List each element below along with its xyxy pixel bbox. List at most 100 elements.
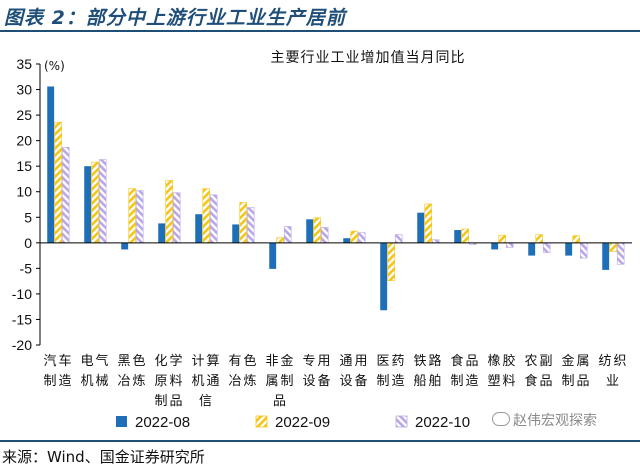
bar-2022-10 xyxy=(542,242,551,253)
x-tick-label: 非金 xyxy=(265,353,295,369)
bar-2022-09 xyxy=(202,188,210,244)
bar-2022-09 xyxy=(535,234,543,244)
x-tick-label: 汽车 xyxy=(43,353,73,369)
bar-2022-10 xyxy=(320,227,329,244)
legend-swatch-2022-08 xyxy=(116,416,127,427)
bar-2022-10 xyxy=(98,159,107,244)
bar-2022-08 xyxy=(195,214,203,243)
bar-2022-10 xyxy=(616,242,625,265)
bar-2022-09 xyxy=(387,242,395,281)
x-tick-label: 设备 xyxy=(302,373,332,389)
x-tick-label: 黑色 xyxy=(117,353,147,369)
y-tick-label: 20 xyxy=(16,133,32,149)
bar-2022-09 xyxy=(572,235,580,244)
legend-swatch-2022-10 xyxy=(395,415,408,428)
bar-2022-09 xyxy=(609,242,617,252)
legend-label-2022-08: 2022-08 xyxy=(135,414,190,431)
y-tick-label: 35 xyxy=(16,56,32,72)
bar-2022-08 xyxy=(528,242,536,256)
bar-2022-10 xyxy=(209,194,218,244)
chart-title: 主要行业工业增加值当月同比 xyxy=(271,50,466,66)
bar-2022-08 xyxy=(306,219,314,243)
x-tick-label: 有色 xyxy=(228,353,258,369)
legend-swatch-2022-09 xyxy=(255,415,268,428)
y-tick-label: -10 xyxy=(12,286,32,302)
x-tick-label: 塑料 xyxy=(487,374,517,389)
wechat-icon xyxy=(492,412,510,426)
x-tick-label: 铁路 xyxy=(413,353,443,369)
watermark: 赵伟宏观探索 xyxy=(492,410,597,430)
bar-2022-10 xyxy=(579,242,588,259)
x-tick-label: 制造 xyxy=(376,374,406,389)
y-axis: -20 -15 -10 -5 0 5 10 15 20 25 30 35 xyxy=(12,56,41,353)
y-axis-unit: (%) xyxy=(44,59,65,73)
y-tick-label: -5 xyxy=(20,260,33,276)
bar-2022-09 xyxy=(350,230,358,244)
bar-2022-08 xyxy=(232,224,240,243)
bar-2022-10 xyxy=(61,146,70,244)
x-tick-label: 品 xyxy=(273,394,288,409)
watermark-text: 赵伟宏观探索 xyxy=(513,413,597,429)
x-tick-label: 纺织 xyxy=(598,354,628,369)
bar-2022-09 xyxy=(91,161,99,244)
x-tick-label: 设备 xyxy=(339,373,369,389)
bar-2022-08 xyxy=(380,242,388,311)
bar-2022-09 xyxy=(498,234,506,244)
x-tick-label: 橡胶 xyxy=(487,353,517,369)
source-footer: 来源：Wind、国金证券研究所 xyxy=(0,440,640,470)
x-tick-label: 制造 xyxy=(450,374,480,389)
x-tick-label: 电气 xyxy=(80,353,110,369)
x-tick-label: 农副 xyxy=(524,354,554,369)
x-tick-label: 船舶 xyxy=(413,373,443,389)
bar-2022-08 xyxy=(565,242,573,256)
y-tick-label: 30 xyxy=(16,82,32,98)
x-tick-label: 机通 xyxy=(191,374,221,389)
x-tick-label: 通用 xyxy=(339,354,369,369)
bar-2022-09 xyxy=(54,121,62,244)
y-tick-label: -15 xyxy=(12,311,32,327)
x-axis-labels: 汽车制造电气机械黑色冶炼化学原料制品计算机通信有色冶炼非金属制品专用设备通用设备… xyxy=(43,353,628,409)
legend: 2022-08 2022-09 2022-10 xyxy=(116,414,470,431)
bar-2022-09 xyxy=(313,217,321,244)
bar-2022-08 xyxy=(121,242,129,250)
x-tick-label: 机械 xyxy=(80,374,110,389)
bar-2022-10 xyxy=(172,192,181,244)
y-tick-label: -20 xyxy=(12,337,32,353)
bar-2022-09 xyxy=(239,202,247,244)
x-tick-label: 冶炼 xyxy=(228,374,258,389)
x-tick-label: 医药 xyxy=(376,354,406,369)
bar-2022-10 xyxy=(246,207,255,244)
bar-2022-08 xyxy=(417,212,425,243)
y-tick-label: 0 xyxy=(24,235,32,251)
x-tick-label: 金属 xyxy=(561,353,591,369)
figure-title: 图表 2：部分中上游行业工业生产居前 xyxy=(4,7,346,29)
legend-label-2022-10: 2022-10 xyxy=(415,414,470,431)
bar-2022-08 xyxy=(158,223,166,243)
x-tick-label: 制造 xyxy=(43,374,73,389)
bar-2022-08 xyxy=(269,242,277,269)
y-tick-label: 15 xyxy=(16,158,32,174)
bar-2022-08 xyxy=(343,238,351,243)
x-tick-label: 计算 xyxy=(191,354,221,369)
x-tick-label: 食品 xyxy=(450,353,480,369)
x-tick-label: 化学 xyxy=(154,353,184,369)
x-tick-label: 冶炼 xyxy=(117,374,147,389)
bar-2022-09 xyxy=(165,180,173,244)
bar-2022-09 xyxy=(276,237,284,244)
x-tick-label: 原料 xyxy=(154,374,184,389)
x-tick-label: 制品 xyxy=(561,374,591,389)
bar-2022-10 xyxy=(135,190,144,244)
bar-2022-08 xyxy=(602,242,610,270)
x-tick-label: 属制 xyxy=(265,374,295,389)
bar-2022-09 xyxy=(128,188,136,244)
bar-2022-10 xyxy=(357,232,366,244)
bars xyxy=(40,86,632,311)
source-text: 来源：Wind、国金证券研究所 xyxy=(2,448,205,466)
x-tick-label: 制品 xyxy=(154,394,184,409)
y-tick-label: 25 xyxy=(16,107,32,123)
x-tick-label: 业 xyxy=(606,374,621,389)
bar-2022-10 xyxy=(283,226,292,244)
bar-2022-10 xyxy=(394,234,403,244)
x-tick-label: 信 xyxy=(199,394,214,409)
x-tick-label: 专用 xyxy=(302,354,332,369)
